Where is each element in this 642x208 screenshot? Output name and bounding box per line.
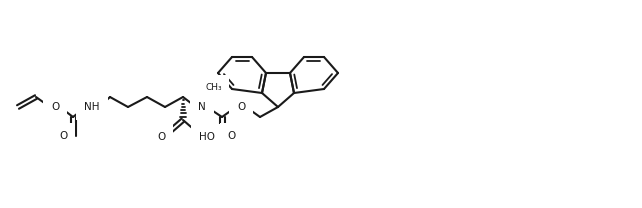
Text: O: O [157, 132, 165, 142]
Text: O: O [51, 102, 59, 112]
Text: O: O [228, 131, 236, 141]
Text: HO: HO [199, 132, 215, 142]
Text: O: O [237, 102, 245, 112]
Text: N: N [198, 102, 206, 112]
Text: CH₃: CH₃ [205, 83, 221, 92]
Text: NH: NH [84, 102, 100, 112]
Text: O: O [59, 131, 67, 141]
